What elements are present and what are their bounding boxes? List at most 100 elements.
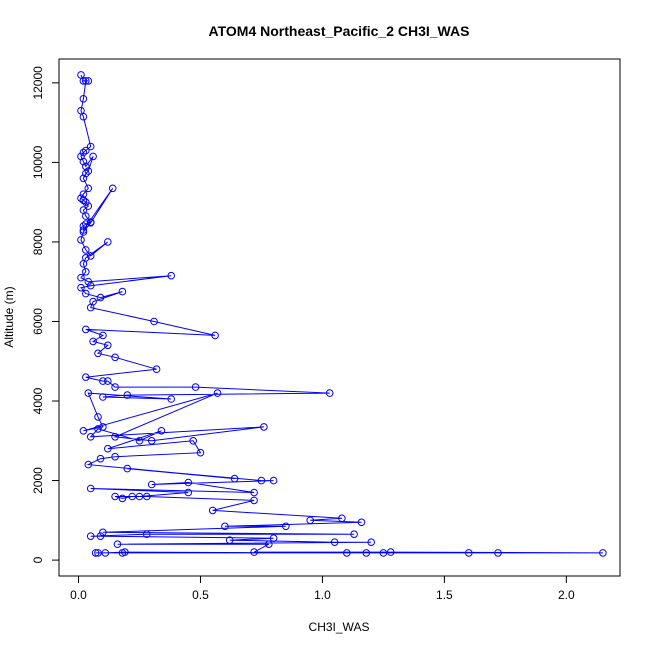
data-point [79, 157, 88, 166]
data-point [230, 474, 239, 483]
data-point [79, 196, 88, 204]
data-point [123, 391, 132, 399]
data-point [325, 389, 334, 397]
data-point [123, 464, 132, 473]
data-point [79, 190, 88, 198]
data-point [104, 444, 112, 453]
data-point [167, 395, 175, 403]
data-point [84, 389, 93, 397]
data-point [250, 488, 258, 497]
data-point [135, 437, 144, 445]
y-tick-label: 4000 [31, 387, 45, 414]
data-point [362, 549, 371, 557]
data-point [260, 423, 268, 431]
data-point [82, 212, 90, 220]
data-point [84, 77, 93, 85]
y-tick-label: 8000 [31, 228, 45, 255]
data-point [91, 549, 100, 557]
data-point [250, 496, 258, 505]
data-point [135, 492, 144, 501]
data-point [157, 427, 166, 435]
data-point [86, 303, 95, 312]
data-point [147, 437, 156, 445]
data-point [77, 283, 85, 292]
data-point [221, 522, 229, 531]
y-tick-label: 6000 [31, 308, 45, 335]
data-point [86, 142, 95, 151]
data-point [143, 530, 151, 539]
data-point [225, 536, 234, 545]
data-point [147, 480, 156, 489]
x-tick-label: 2.0 [558, 588, 575, 602]
chart-title: ATOM4 Northeast_Pacific_2 CH3I_WAS [209, 23, 470, 39]
data-point [96, 293, 105, 302]
data-point [111, 383, 119, 391]
data-point [79, 95, 88, 103]
data-point [118, 494, 127, 503]
data-point [86, 252, 95, 260]
data-point [99, 528, 107, 537]
data-point [386, 548, 395, 556]
y-tick-label: 0 [31, 556, 45, 563]
series-points [77, 71, 607, 557]
y-tick-label: 2000 [31, 467, 45, 494]
data-point [269, 534, 278, 543]
data-point [306, 516, 315, 525]
data-point [101, 549, 110, 557]
data-point [196, 448, 205, 457]
data-point [265, 540, 273, 549]
data-point [104, 238, 112, 246]
x-tick-label: 0.5 [192, 588, 209, 602]
data-point [82, 198, 90, 206]
data-point [99, 423, 107, 431]
data-point [82, 289, 90, 298]
data-point [86, 433, 95, 441]
data-point [79, 226, 88, 234]
data-point [86, 532, 95, 541]
data-point [99, 331, 107, 340]
data-point [211, 331, 219, 340]
data-point [111, 353, 119, 362]
y-tick-label: 12000 [31, 66, 45, 100]
data-point [113, 540, 122, 549]
series-line [80, 74, 603, 554]
y-axis: 0 2000 4000 6000 8000 10000 12000 [31, 66, 60, 563]
data-point [150, 317, 158, 326]
data-point [94, 549, 102, 557]
data-point [118, 287, 127, 296]
data-point [250, 548, 258, 556]
x-tick-label: 0.0 [70, 588, 87, 602]
data-point [82, 77, 90, 85]
data-point [94, 413, 102, 421]
data-point [191, 383, 200, 391]
data-point [96, 454, 105, 463]
data-point [79, 77, 88, 85]
data-point [89, 152, 97, 161]
data-point [213, 389, 222, 397]
data-point [79, 174, 88, 183]
data-point [282, 522, 290, 531]
data-point [79, 260, 88, 268]
data-point [82, 373, 90, 382]
x-axis-label: CH3I_WAS [309, 620, 370, 634]
data-point [84, 277, 93, 286]
data-point [82, 325, 90, 334]
data-point [111, 492, 119, 501]
data-point [104, 341, 112, 350]
data-point [330, 538, 339, 547]
x-tick-label: 1.0 [314, 588, 331, 602]
data-point [189, 437, 197, 445]
y-tick-label: 10000 [31, 145, 45, 179]
data-point [184, 488, 193, 497]
data-point [152, 365, 161, 374]
data-point [82, 169, 90, 178]
data-point [269, 476, 278, 485]
data-point [99, 393, 107, 401]
data-point [465, 549, 473, 557]
data-point [82, 268, 90, 276]
data-point [82, 146, 90, 155]
data-point [84, 167, 93, 175]
data-point [108, 184, 117, 193]
data-point [86, 484, 95, 493]
